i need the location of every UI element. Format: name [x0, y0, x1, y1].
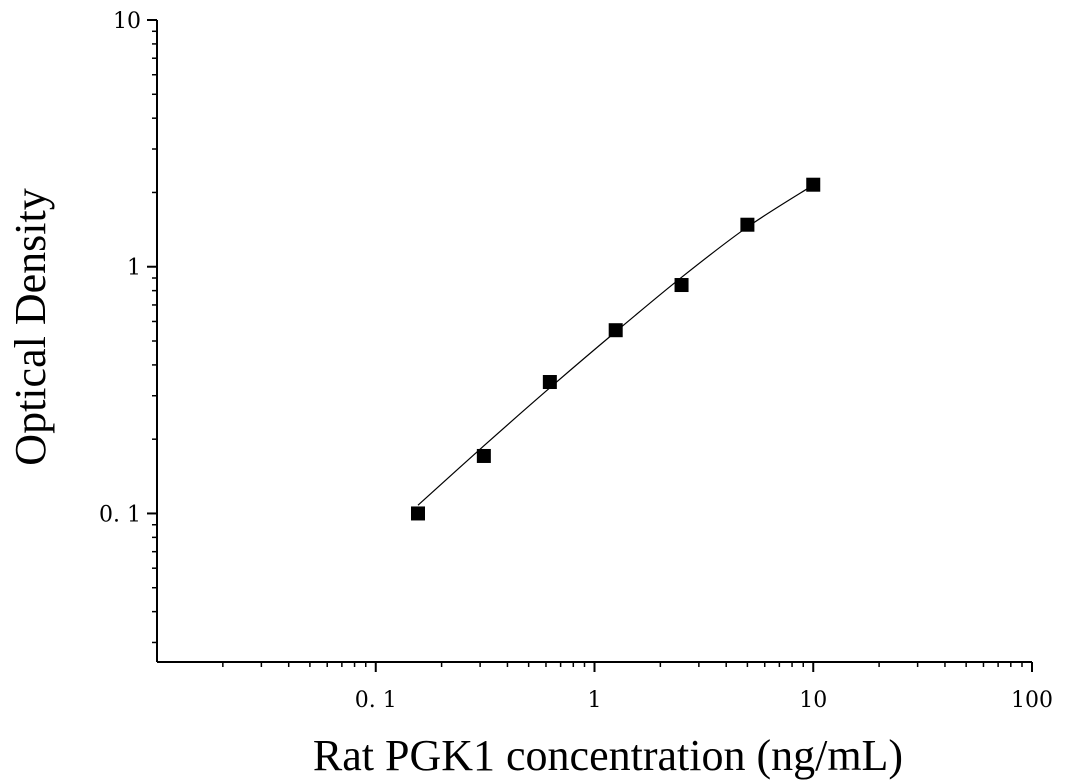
data-point	[674, 278, 689, 293]
y-tick-label: 1	[127, 256, 141, 281]
x-tick-label: 100	[1011, 688, 1053, 713]
data-points	[410, 177, 821, 521]
data-point	[608, 323, 623, 338]
x-tick-label: 0. 1	[355, 688, 397, 713]
data-point	[542, 375, 557, 390]
y-tick-label: 0. 1	[99, 502, 141, 527]
data-point	[476, 448, 491, 463]
axes: 0. 1 1 10 100 0. 1 1 10	[99, 9, 1053, 713]
data-point	[410, 506, 425, 521]
y-tick-label: 10	[113, 9, 141, 34]
x-tick-label: 10	[799, 688, 827, 713]
x-axis-title: Rat PGK1 concentration (ng/mL)	[313, 731, 903, 780]
y-axis-title: Optical Density	[6, 188, 55, 465]
data-point	[740, 217, 755, 232]
data-point	[806, 177, 821, 192]
x-tick-label: 1	[588, 688, 602, 713]
